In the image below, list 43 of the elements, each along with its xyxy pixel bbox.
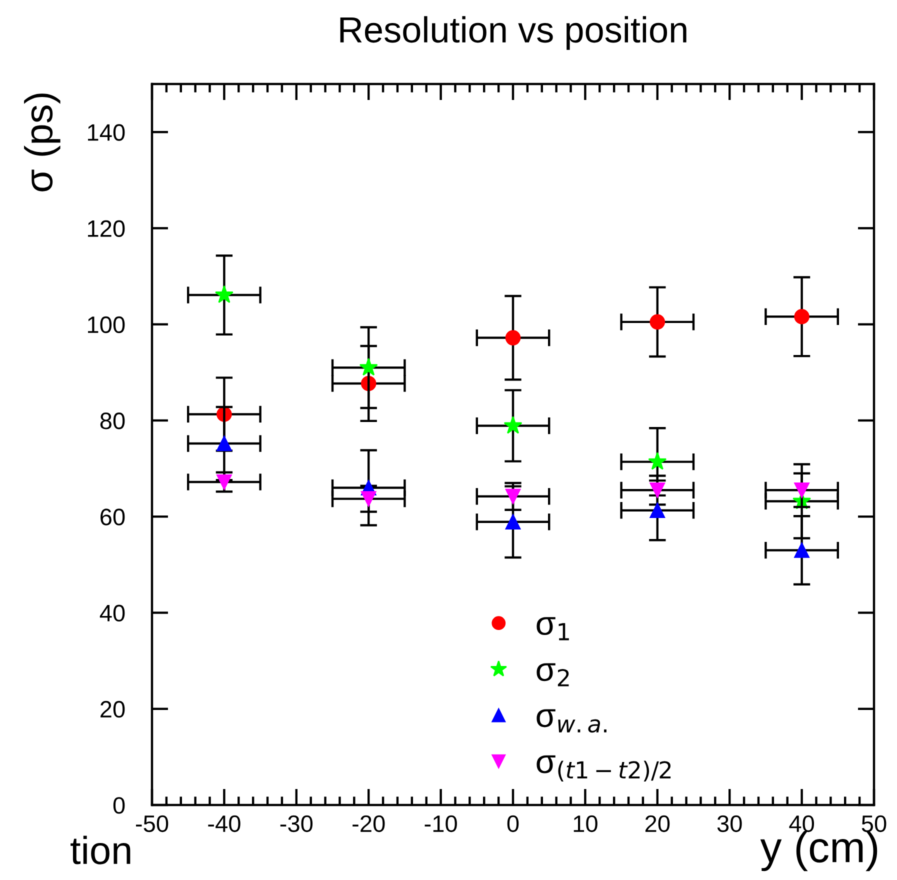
legend-label: σ$_{2}$ xyxy=(536,663,569,686)
point xyxy=(360,491,376,506)
point xyxy=(504,416,522,434)
x-tick-label: 40 xyxy=(789,815,814,832)
x-tick-label: -50 xyxy=(136,815,168,832)
x-tick-label: -40 xyxy=(208,815,240,832)
x-tick-label: -20 xyxy=(352,815,385,832)
y-tick-label: 100 xyxy=(88,316,125,334)
y-axis-title: σ (ps) xyxy=(24,94,60,192)
point xyxy=(794,482,810,498)
x-tick-label: 30 xyxy=(717,815,742,832)
point xyxy=(794,542,810,558)
legend-label: σ$_{(t1−t2)/2}$ xyxy=(536,755,671,782)
legend-label: σ$_{w.a.}$ xyxy=(536,709,606,733)
y-tick-label: 80 xyxy=(100,412,125,430)
point xyxy=(794,309,810,324)
point xyxy=(216,474,232,490)
y-tick-label: 60 xyxy=(100,508,125,526)
point xyxy=(650,482,666,498)
point xyxy=(650,502,666,518)
point xyxy=(650,314,666,330)
x-tick-label: 0 xyxy=(507,815,519,832)
y-tick-label: 20 xyxy=(100,700,125,718)
y-tick-label: 120 xyxy=(88,220,125,237)
x-tick-label: 20 xyxy=(645,815,670,832)
x-tick-label: -30 xyxy=(280,815,313,832)
point xyxy=(505,488,521,504)
x-tick-label: 50 xyxy=(862,815,886,832)
text: tion xyxy=(70,836,130,864)
y-tick-label: 140 xyxy=(88,124,125,141)
legend-label: σ$_{1}$ xyxy=(536,617,569,640)
x-tick-label: -10 xyxy=(424,815,457,832)
x-axis-title: y (cm) xyxy=(760,830,878,872)
point xyxy=(505,514,521,530)
y-tick-label: 40 xyxy=(100,604,125,622)
chart-title: Resolution vs position xyxy=(340,16,686,50)
point xyxy=(216,436,232,452)
point xyxy=(214,285,234,304)
y-tick-label: 0 xyxy=(113,797,125,814)
point xyxy=(359,358,378,376)
point xyxy=(648,452,667,470)
point xyxy=(505,330,521,346)
x-tick-label: 10 xyxy=(574,815,598,832)
